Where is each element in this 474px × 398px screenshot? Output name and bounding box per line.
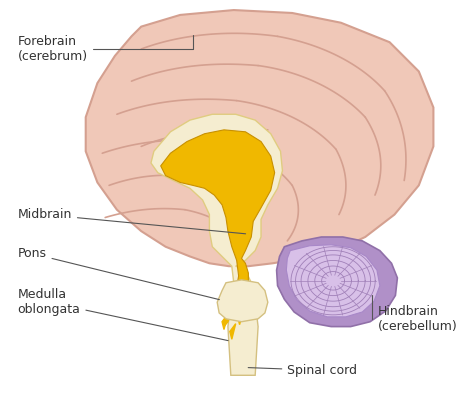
- Polygon shape: [277, 237, 397, 327]
- Polygon shape: [151, 114, 283, 375]
- Polygon shape: [230, 324, 236, 339]
- Polygon shape: [161, 130, 274, 302]
- Text: Hindbrain
(cerebellum): Hindbrain (cerebellum): [372, 295, 457, 333]
- Text: Forebrain
(cerebrum): Forebrain (cerebrum): [18, 35, 193, 63]
- Text: Pons: Pons: [18, 247, 219, 300]
- Polygon shape: [224, 297, 236, 327]
- Polygon shape: [222, 314, 228, 330]
- Text: Midbrain: Midbrain: [18, 208, 246, 234]
- Text: Spinal cord: Spinal cord: [248, 364, 357, 377]
- Polygon shape: [286, 245, 380, 317]
- Polygon shape: [217, 280, 268, 322]
- Polygon shape: [228, 293, 258, 375]
- Text: Medulla
oblongata: Medulla oblongata: [18, 288, 228, 341]
- Polygon shape: [237, 309, 244, 325]
- Polygon shape: [86, 10, 433, 266]
